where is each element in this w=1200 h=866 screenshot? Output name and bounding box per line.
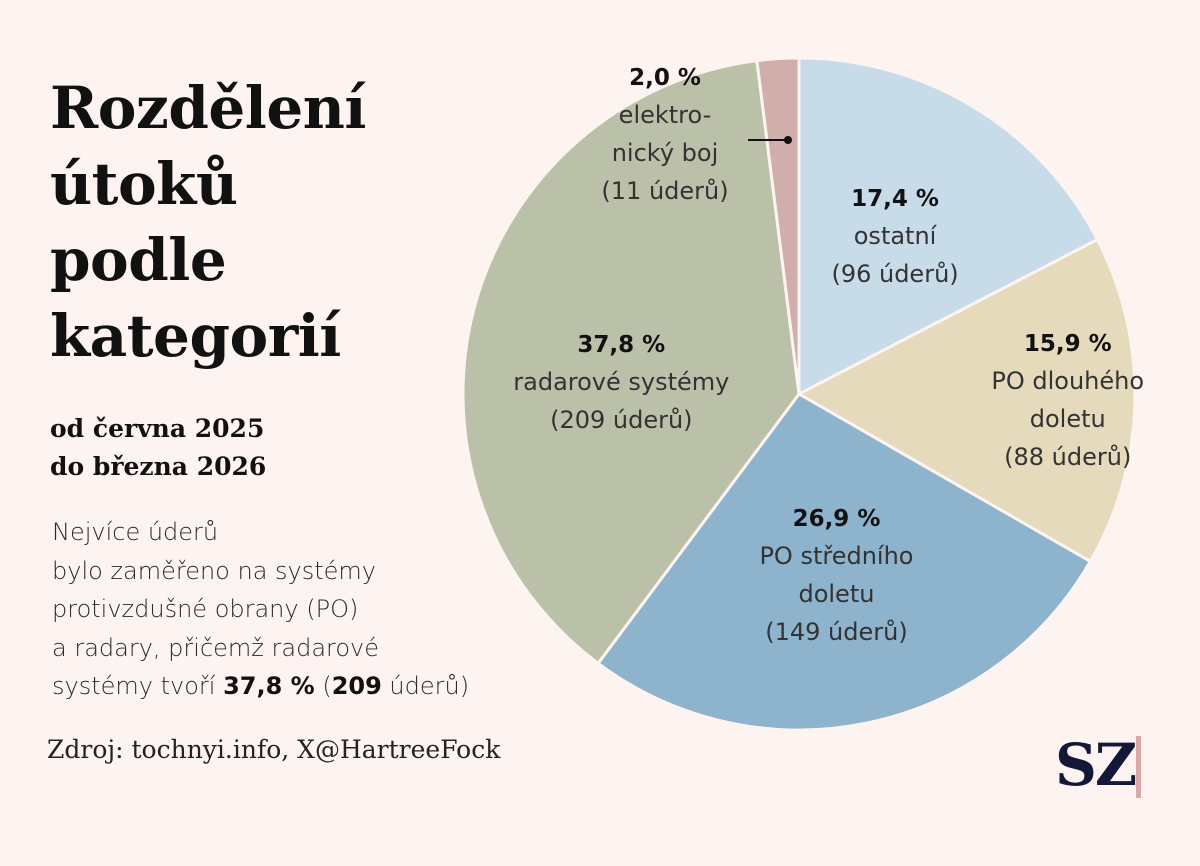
description: Nejvíce úderů bylo zaměřeno na systémy p… (52, 513, 572, 706)
count-label-elektronicky-boj: (11 úderů) (601, 177, 728, 205)
category-label-po-dlouheho: PO dlouhého (991, 367, 1144, 395)
category-label-elektronicky-boj: elektro- (619, 101, 712, 129)
chart-subtitle: od června 2025 do března 2026 (50, 414, 267, 481)
chart-title: Rozdělení útoků podle kategorií (50, 74, 366, 370)
title-block: Rozdělení útoků podle kategorií (50, 70, 470, 374)
category-label-ostatni: ostatní (854, 222, 938, 250)
pie-slices (461, 56, 1137, 732)
logo: SZ (1055, 731, 1137, 799)
pie-labels: 17,4 % ostatní (96 úderů) 15,9 % PO dlouhého… (513, 65, 1144, 646)
description-text-3: úderů) (381, 672, 470, 700)
pie-slice-ostatni (797, 56, 1100, 397)
category-label-radarove: radarové systémy (513, 368, 729, 396)
percent-label-po-stredniho: 26,9 % (793, 506, 881, 532)
description-bold-percent: 37,8 % (223, 672, 315, 700)
pie-slice-po-dlouheho (795, 237, 1137, 564)
pie-slice-po-stredniho (596, 392, 1093, 732)
source-note: Zdroj: tochnyi.info, X@HartreeFock (47, 735, 501, 764)
category-label-po-dlouheho-1: doletu (1030, 405, 1106, 433)
percent-label-elektronicky-boj: 2,0 % (629, 65, 701, 91)
description-text: Nejvíce úderů bylo zaměřeno na systémy p… (52, 518, 380, 700)
category-label-po-stredniho-1: doletu (798, 580, 874, 608)
percent-label-ostatni: 17,4 % (851, 186, 939, 212)
category-label-elektronicky-boj-1: nický boj (612, 139, 719, 167)
description-bold-count: 209 (331, 672, 382, 700)
count-label-po-stredniho: (149 úderů) (765, 618, 907, 646)
description-text-2: ( (314, 672, 332, 700)
count-label-po-dlouheho: (88 úderů) (1004, 443, 1131, 471)
leader-dot-elektronicky-boj (784, 136, 792, 144)
logo-bar (1136, 736, 1141, 798)
pie-slice-radarove (461, 58, 801, 666)
count-label-radarove: (209 úderů) (550, 406, 692, 434)
category-label-po-stredniho: PO středního (759, 542, 913, 570)
count-label-ostatni: (96 úderů) (831, 260, 958, 288)
percent-label-radarove: 37,8 % (577, 332, 665, 358)
percent-label-po-dlouheho: 15,9 % (1024, 331, 1112, 357)
